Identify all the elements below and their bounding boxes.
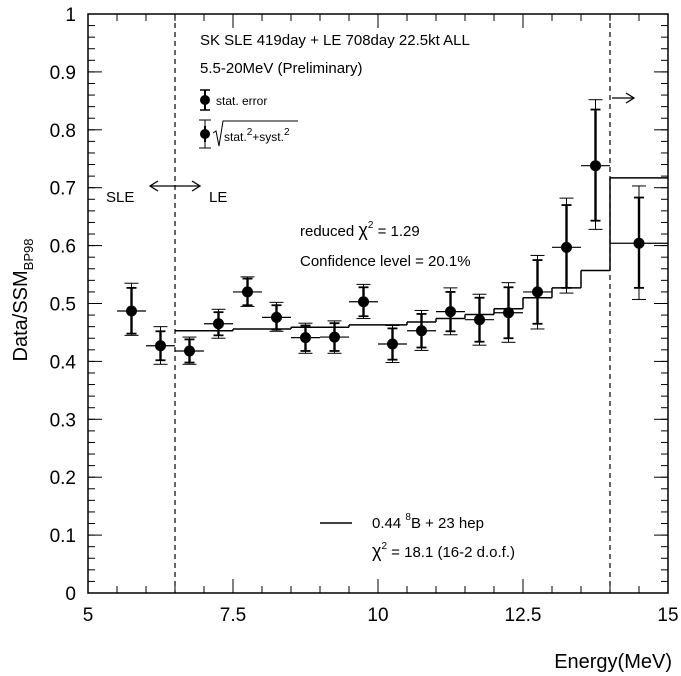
data-point [494, 282, 523, 343]
data-marker [503, 307, 514, 319]
data-point [610, 185, 668, 300]
sqrt-sign [212, 120, 298, 147]
data-point [117, 282, 146, 336]
data-point [233, 276, 262, 307]
data-point [407, 309, 436, 351]
y-tick-label: 0 [65, 584, 76, 605]
data-marker [126, 305, 137, 317]
y-tick-label: 0.3 [50, 410, 76, 431]
data-point [523, 254, 552, 330]
legend-total-label: stat.2+syst.2 [224, 127, 290, 144]
data-marker [242, 286, 253, 298]
legend-total-marker [199, 119, 211, 149]
y-tick-label: 0.4 [50, 352, 77, 373]
axis-tick-labels: 5 7.5 10 12.5 15 0 0.1 0.2 0.3 0.4 0.5 0.6 0.7 0.8 0.9… [50, 5, 679, 626]
model-legend-text: 0.44 8B + 23 hep [372, 512, 484, 532]
data-marker [532, 286, 543, 298]
data-point [204, 308, 233, 339]
chart-title-line2: 5.5-20MeV (Preliminary) [200, 60, 363, 77]
data-point [581, 99, 610, 230]
data-marker [329, 331, 340, 343]
chart-title-line1: SK SLE 419day + LE 708day 22.5kt ALL [200, 32, 470, 49]
data-marker [633, 237, 645, 249]
y-tick-label: 0.8 [50, 121, 76, 142]
data-marker [474, 314, 485, 326]
data-point [465, 293, 494, 346]
model-chi2-text: χ2 = 18.1 (16-2 d.o.f.) [372, 541, 515, 561]
data-point [320, 320, 349, 354]
data-point [349, 283, 378, 320]
y-tick-label: 0.5 [50, 295, 76, 316]
data-point [552, 197, 581, 294]
y-tick-label: 0.2 [50, 468, 76, 489]
data-marker [445, 306, 456, 318]
y-axis-title: Data/SSMBP98 [10, 239, 36, 362]
data-marker [358, 296, 369, 308]
data-marker [155, 340, 166, 352]
x-tick-label: 5 [83, 605, 94, 626]
y-tick-label: 0.1 [50, 526, 76, 547]
x-tick-label: 15 [657, 605, 678, 626]
sle-label: SLE [106, 189, 134, 206]
data-marker [271, 311, 282, 323]
data-marker [590, 160, 601, 172]
data-marker [416, 325, 427, 337]
data-point [262, 301, 291, 332]
data-point [436, 287, 465, 336]
x-tick-label: 10 [367, 605, 388, 626]
legend-stat-marker [200, 89, 210, 111]
data-point [175, 336, 204, 365]
reduced-chi2-text: reduced χ2 = 1.29 [300, 220, 420, 240]
region-boundaries [174, 14, 611, 593]
data-point [146, 326, 175, 365]
y-tick-label: 0.9 [50, 63, 76, 84]
data-marker [184, 345, 195, 357]
x-tick-label: 12.5 [505, 605, 542, 626]
data-marker [387, 338, 398, 350]
data-marker [561, 241, 572, 253]
le-label: LE [209, 189, 227, 206]
data-point [291, 322, 320, 354]
data-marker [213, 318, 224, 330]
y-tick-label: 1 [65, 5, 76, 26]
y-tick-label: 0.7 [50, 179, 76, 200]
confidence-level-text: Confidence level = 20.1% [300, 253, 471, 270]
right-arrow [612, 92, 636, 104]
legend-stat-label: stat. error [216, 94, 267, 108]
data-marker [300, 332, 311, 344]
x-tick-label: 7.5 [220, 605, 246, 626]
x-axis-title: Energy(MeV) [554, 651, 672, 673]
data-points [117, 99, 668, 365]
sle-le-double-arrow [148, 180, 202, 192]
data-point [378, 325, 407, 364]
y-tick-label: 0.6 [50, 237, 76, 258]
axis-ticks [87, 13, 669, 594]
legend: stat. error stat.2+syst.2 [199, 89, 298, 149]
